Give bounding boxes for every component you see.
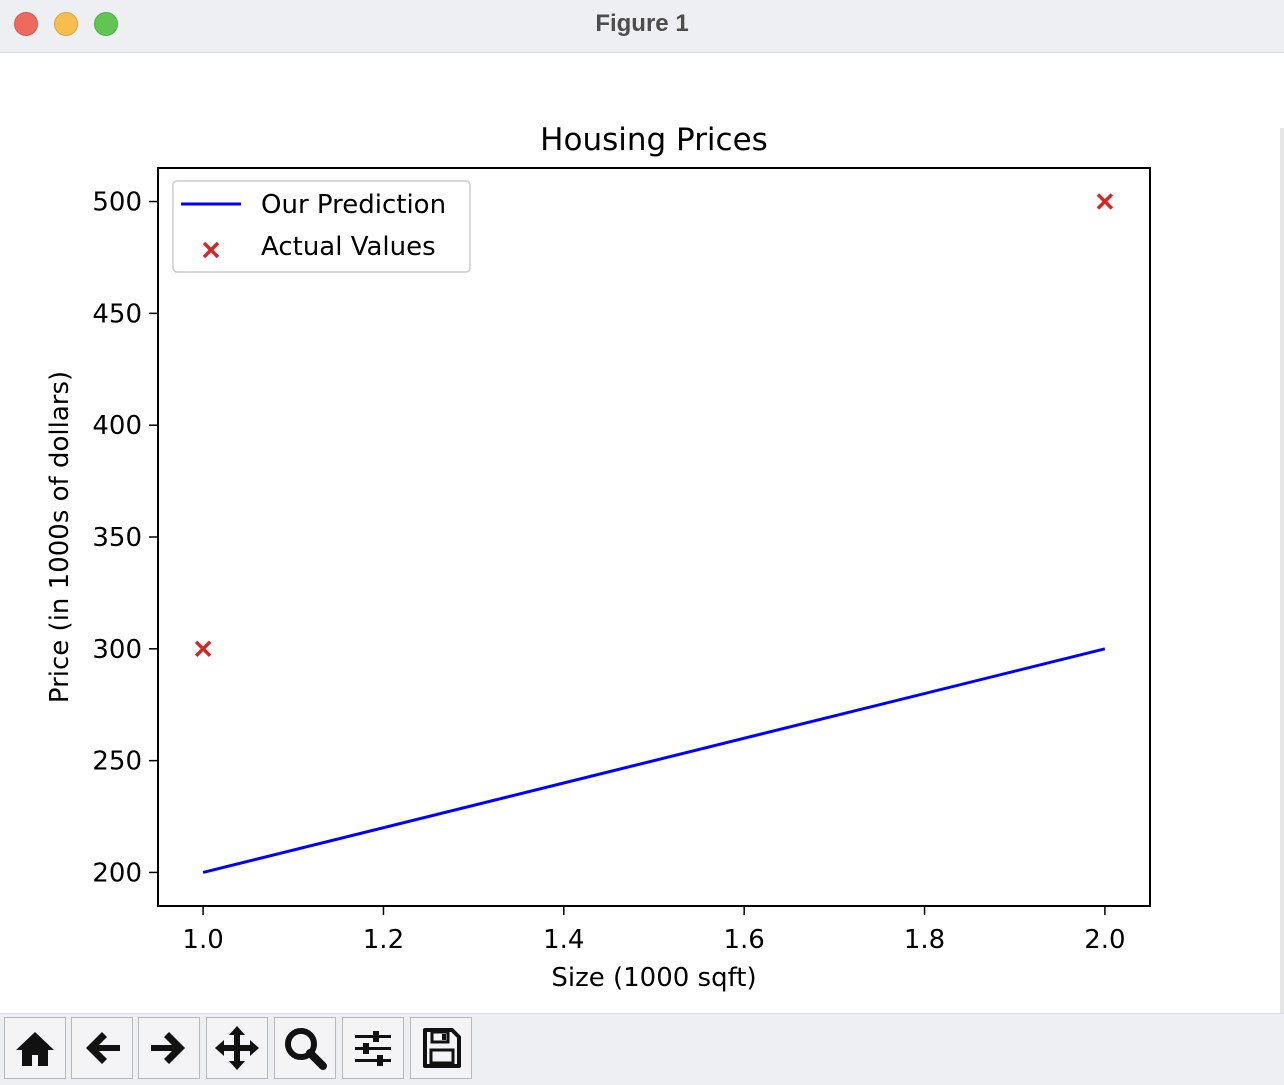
configure-subplots-button[interactable]	[342, 1017, 404, 1079]
back-button[interactable]	[71, 1017, 133, 1079]
window-titlebar: Figure 1	[0, 0, 1284, 53]
home-icon	[16, 1032, 54, 1066]
pan-icon	[215, 1026, 259, 1070]
axes-frame	[157, 167, 1151, 907]
legend-marker-swatch	[202, 241, 220, 259]
y-tick-label: 400	[92, 411, 142, 441]
x-tick-label: 1.6	[724, 925, 765, 955]
save-button[interactable]	[410, 1017, 472, 1079]
x-tick-label: 1.4	[543, 925, 584, 955]
y-axis-label: Price (in 1000s of dollars)	[45, 371, 75, 703]
marker-stroke	[194, 640, 212, 658]
forward-button[interactable]	[138, 1017, 200, 1079]
y-tick-label: 350	[92, 523, 142, 553]
chart-title: Housing Prices	[540, 122, 768, 158]
close-window-button[interactable]	[14, 12, 38, 36]
pan-button[interactable]	[206, 1017, 268, 1079]
back-arrow-icon	[86, 1032, 120, 1064]
x-tick-label: 1.0	[182, 925, 223, 955]
x-axis-label: Size (1000 sqft)	[551, 963, 756, 993]
y-tick-label: 300	[92, 635, 142, 665]
save-icon	[423, 1028, 461, 1068]
x-tick-label: 1.8	[904, 925, 945, 955]
marker-stroke	[202, 241, 220, 259]
window-title: Figure 1	[595, 10, 689, 37]
zoom-button[interactable]	[274, 1017, 336, 1079]
legend: Our Prediction Actual Values	[172, 180, 471, 273]
x-tick-label: 1.2	[363, 925, 404, 955]
y-tick-label: 450	[92, 299, 142, 329]
zoom-icon	[285, 1028, 327, 1070]
home-button[interactable]	[4, 1017, 66, 1079]
plot-area: 1.0 1.2 1.4 1.6 1.8 2.0 200 250 300 350 400 450 500	[92, 167, 1151, 955]
legend-box	[172, 180, 471, 273]
y-tick-label: 250	[92, 747, 142, 777]
configure-subplots-icon	[355, 1031, 391, 1066]
marker-stroke	[1096, 193, 1114, 210]
navigation-toolbar	[0, 1013, 1284, 1085]
x-tick-label: 2.0	[1084, 925, 1125, 955]
legend-label: Actual Values	[261, 232, 436, 262]
chart: Housing Prices 1.0 1.2 1.4 1.6 1.8 2.0 200 250 3…	[45, 122, 1151, 993]
y-tick-label: 500	[92, 188, 142, 218]
minimize-window-button[interactable]	[54, 12, 78, 36]
legend-label: Our Prediction	[261, 190, 446, 220]
zoom-window-button[interactable]	[94, 12, 118, 36]
data-point-actual	[194, 640, 212, 658]
series-line-prediction	[202, 647, 1106, 874]
background-window-edge	[1280, 128, 1284, 1013]
forward-arrow-icon	[151, 1032, 185, 1064]
data-point-actual	[1096, 193, 1114, 210]
y-tick-label: 200	[92, 858, 142, 888]
